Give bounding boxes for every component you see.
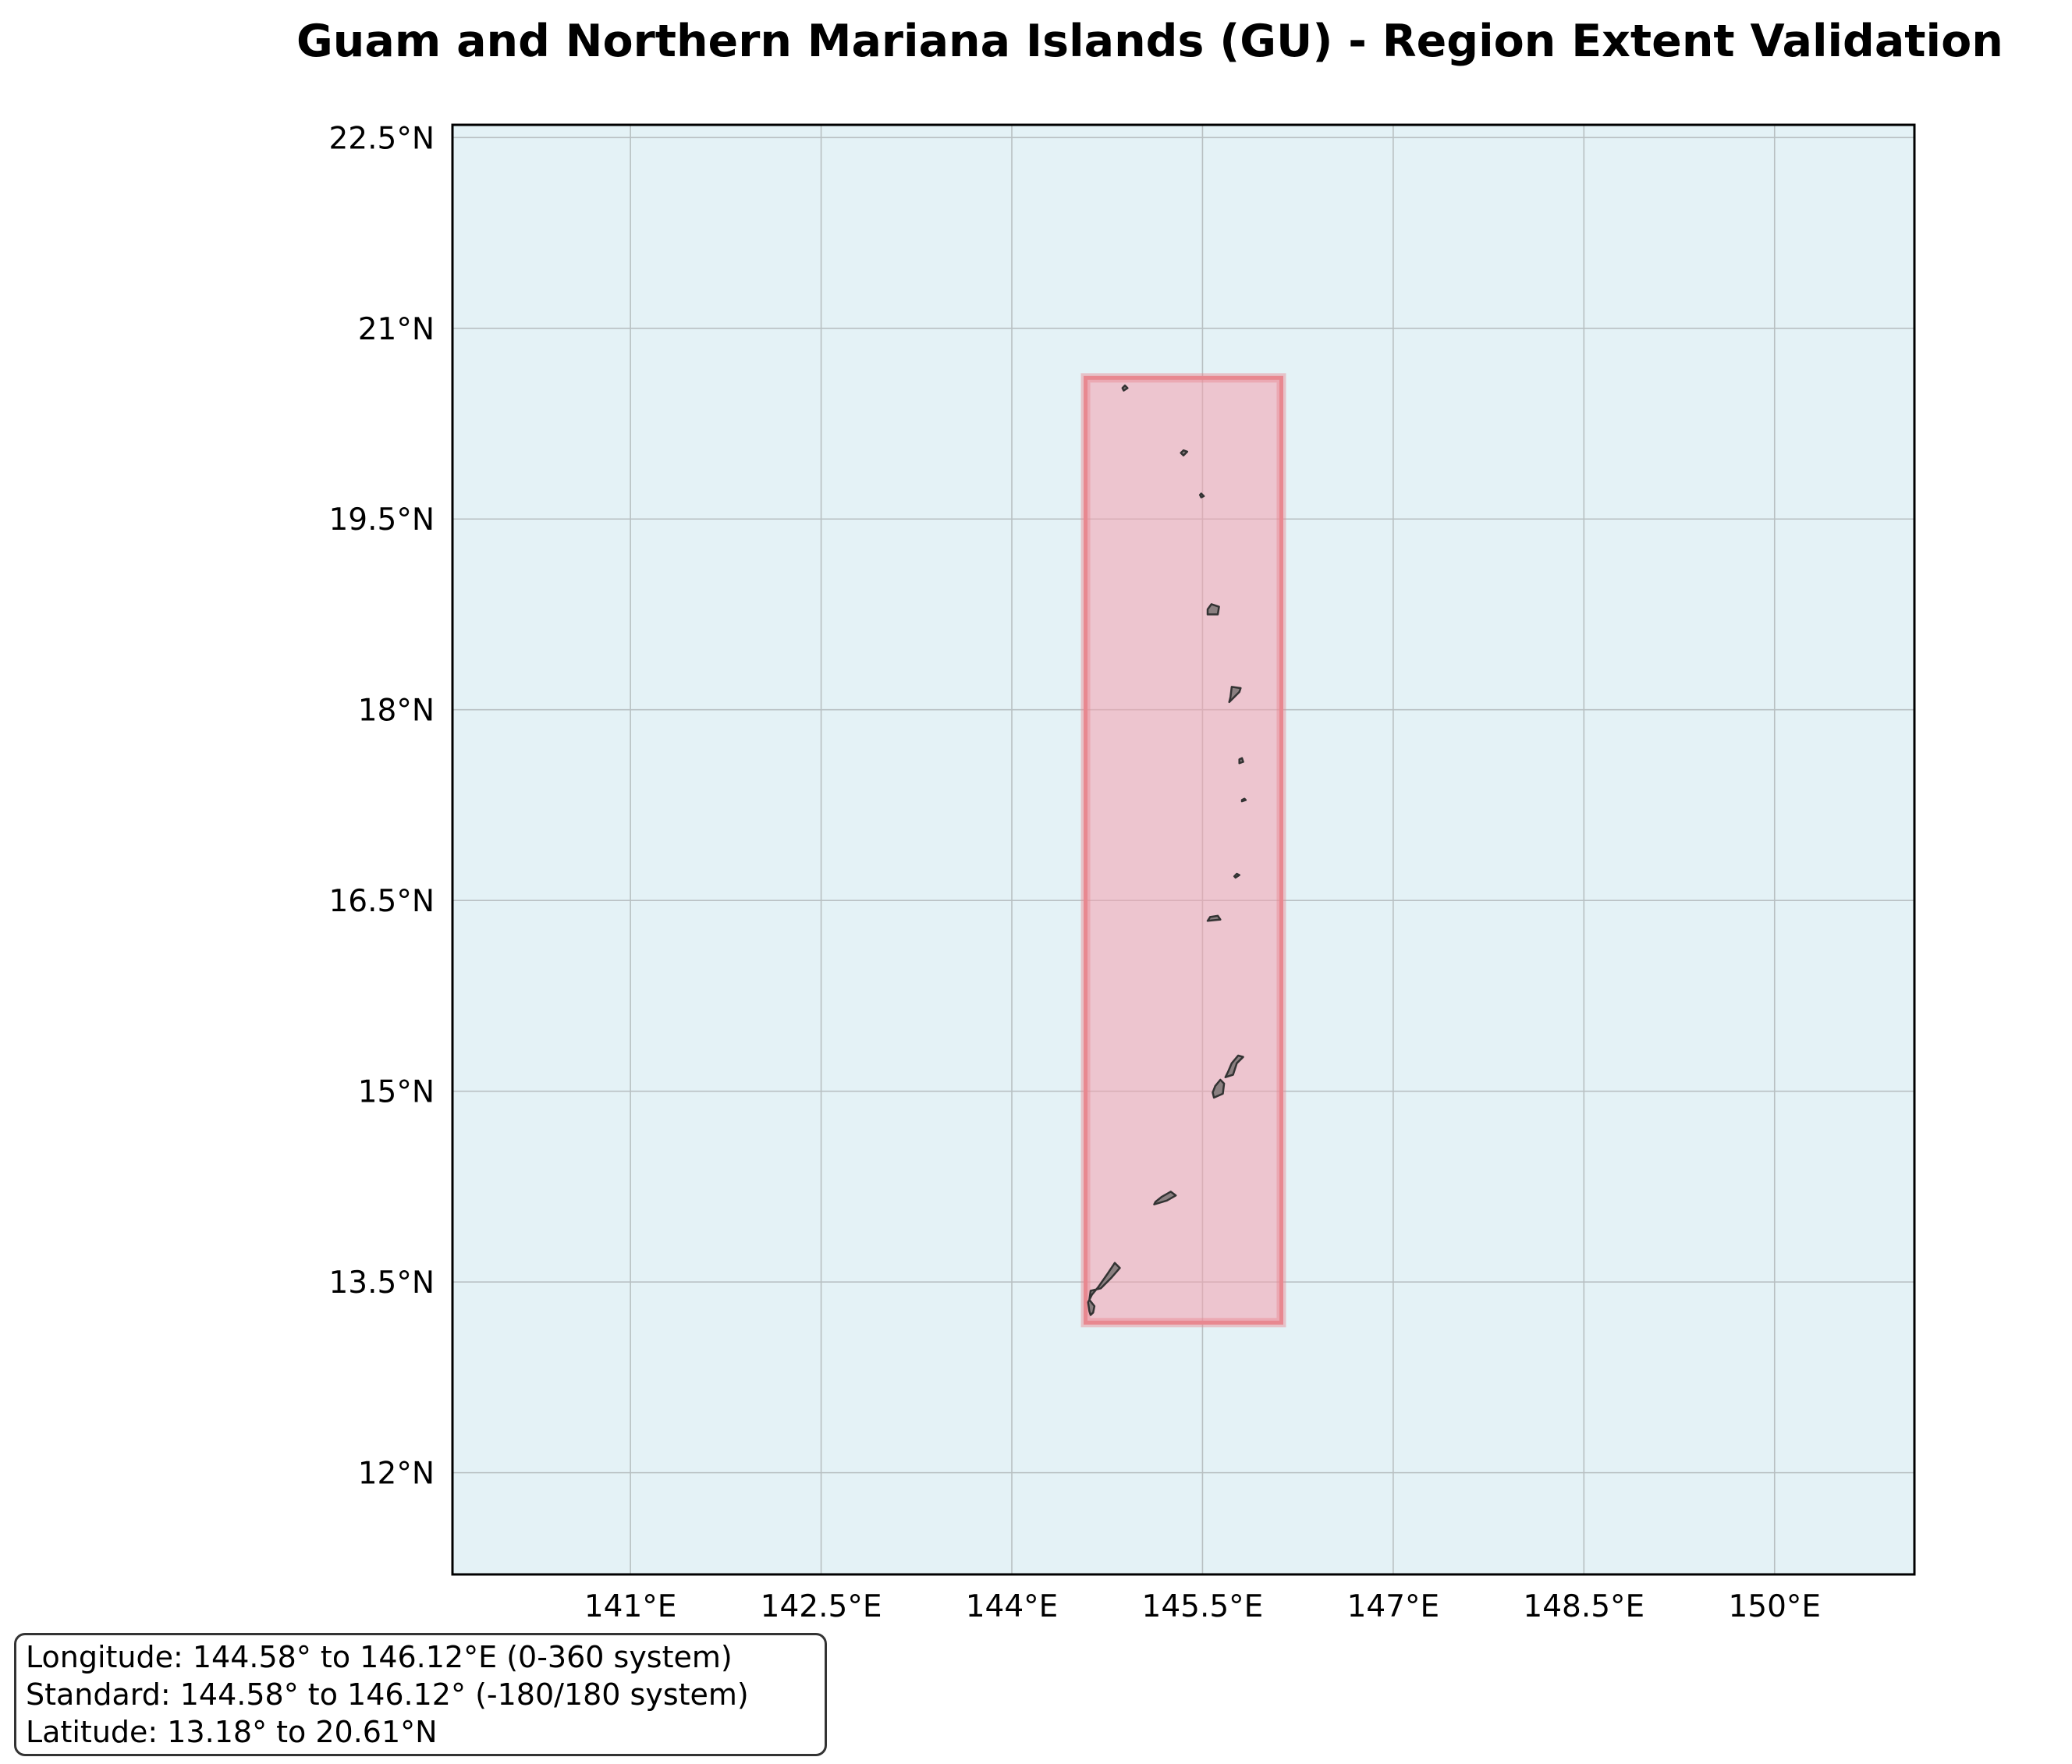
latitude-tick-label: 22.5°N [328, 121, 435, 156]
region-extent-box [1080, 373, 1286, 1328]
standard-info-text: Standard: 144.58° to 146.12° (-180/180 s… [26, 1677, 749, 1712]
island-anatahan [1240, 797, 1247, 803]
island-guam [1087, 1262, 1121, 1316]
latitude-tick-label: 12°N [358, 1457, 435, 1492]
longitude-tick-label: 144°E [966, 1589, 1059, 1624]
island-aguijan [1206, 914, 1222, 922]
longitude-tick-label: 142.5°E [761, 1589, 882, 1624]
latitude-tick-label: 18°N [358, 694, 435, 729]
island-farallon-de-medinilla [1233, 872, 1240, 879]
longitude-tick-label: 147°E [1347, 1589, 1440, 1624]
island-tinian [1212, 1078, 1226, 1099]
latitude-info-text: Latitude: 13.18° to 20.61°N [26, 1715, 438, 1749]
latitude-tick-label: 16.5°N [328, 884, 435, 919]
island-agrihan [1198, 492, 1205, 499]
island-pagan [1180, 449, 1189, 457]
longitude-tick-label: 148.5°E [1523, 1589, 1644, 1624]
island-guguan [1228, 686, 1242, 704]
island-alamagan [1206, 603, 1220, 616]
islands-layer [1087, 384, 1247, 1316]
island-rota [1153, 1191, 1177, 1205]
longitude-tick-label: 145.5°E [1142, 1589, 1264, 1624]
island-saipan [1224, 1054, 1244, 1078]
extent-info-box: Longitude: 144.58° to 146.12°E (0-360 sy… [14, 1633, 827, 1756]
map-border [451, 123, 1916, 1576]
longitude-tick-label: 141°E [584, 1589, 677, 1624]
latitude-tick-label: 19.5°N [328, 502, 435, 538]
latitude-tick-label: 15°N [358, 1075, 435, 1110]
region-extent-outline [1084, 375, 1283, 1325]
latitude-tick-label: 21°N [358, 312, 435, 347]
map-border-layer [451, 123, 1916, 1576]
map-title: Guam and Northern Mariana Islands (GU) -… [296, 16, 2003, 67]
longitude-tick-label: 150°E [1728, 1589, 1821, 1624]
island-sarigan [1238, 757, 1244, 765]
latitude-tick-label: 13.5°N [328, 1265, 435, 1301]
tick-labels-layer: 141°E 142.5°E 144°E 145.5°E 147°E 148.5°E 150°… [328, 121, 1821, 1624]
region-box-layer [1080, 373, 1286, 1328]
island-farallon-de-pajaros [1121, 384, 1129, 392]
longitude-info-text: Longitude: 144.58° to 146.12°E (0-360 sy… [26, 1640, 733, 1674]
